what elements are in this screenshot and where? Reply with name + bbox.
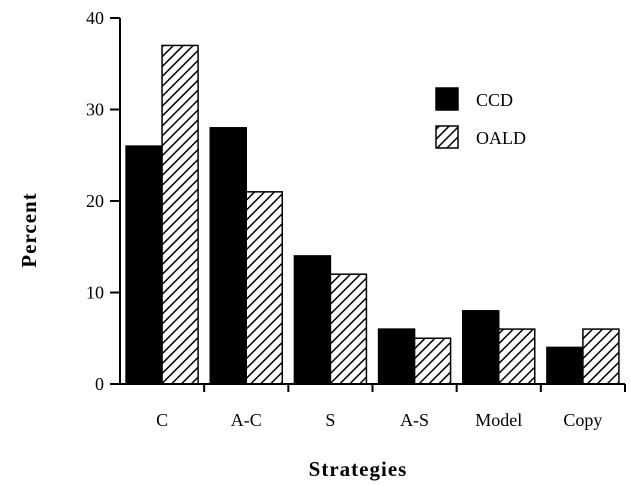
y-axis-title: Percent	[17, 192, 41, 267]
bar-oald-copy	[582, 328, 620, 385]
bar-ccd-a-c	[209, 127, 247, 385]
y-tick-label: 30	[86, 100, 104, 120]
bar-oald-a-c	[245, 191, 283, 385]
y-tick-label: 10	[86, 283, 104, 303]
legend-swatch-ccd	[435, 87, 459, 111]
bar-ccd-a-s	[377, 328, 416, 385]
bar-oald-c	[161, 44, 199, 385]
x-tick-label: A-C	[231, 410, 262, 430]
bar-oald-s	[329, 273, 368, 385]
bars-group	[125, 44, 620, 385]
legend-label-ccd: CCD	[476, 90, 513, 110]
legend-swatch-oald	[435, 125, 459, 149]
bar-ccd-model	[462, 310, 500, 385]
y-tick-label: 0	[95, 374, 104, 394]
x-tick-label: S	[325, 410, 335, 430]
x-tick-label: Copy	[563, 410, 602, 430]
x-tick-label: C	[156, 410, 168, 430]
legend-label-oald: OALD	[476, 128, 526, 148]
x-tick-label: Model	[475, 410, 522, 430]
y-tick-label: 20	[86, 191, 104, 211]
bar-oald-a-s	[413, 337, 452, 385]
x-axis-title: Strategies	[309, 457, 408, 481]
bar-ccd-copy	[546, 346, 584, 385]
bar-ccd-c	[125, 145, 163, 385]
y-axis-ticks: 0 10 20 30 40	[86, 8, 120, 394]
bar-oald-model	[498, 328, 536, 385]
bar-ccd-s	[293, 255, 332, 385]
legend: CCD OALD	[435, 87, 526, 149]
x-axis-ticks: C A-C S A-S Model Copy	[156, 384, 626, 430]
y-tick-label: 40	[86, 8, 104, 28]
x-tick-label: A-S	[400, 410, 429, 430]
